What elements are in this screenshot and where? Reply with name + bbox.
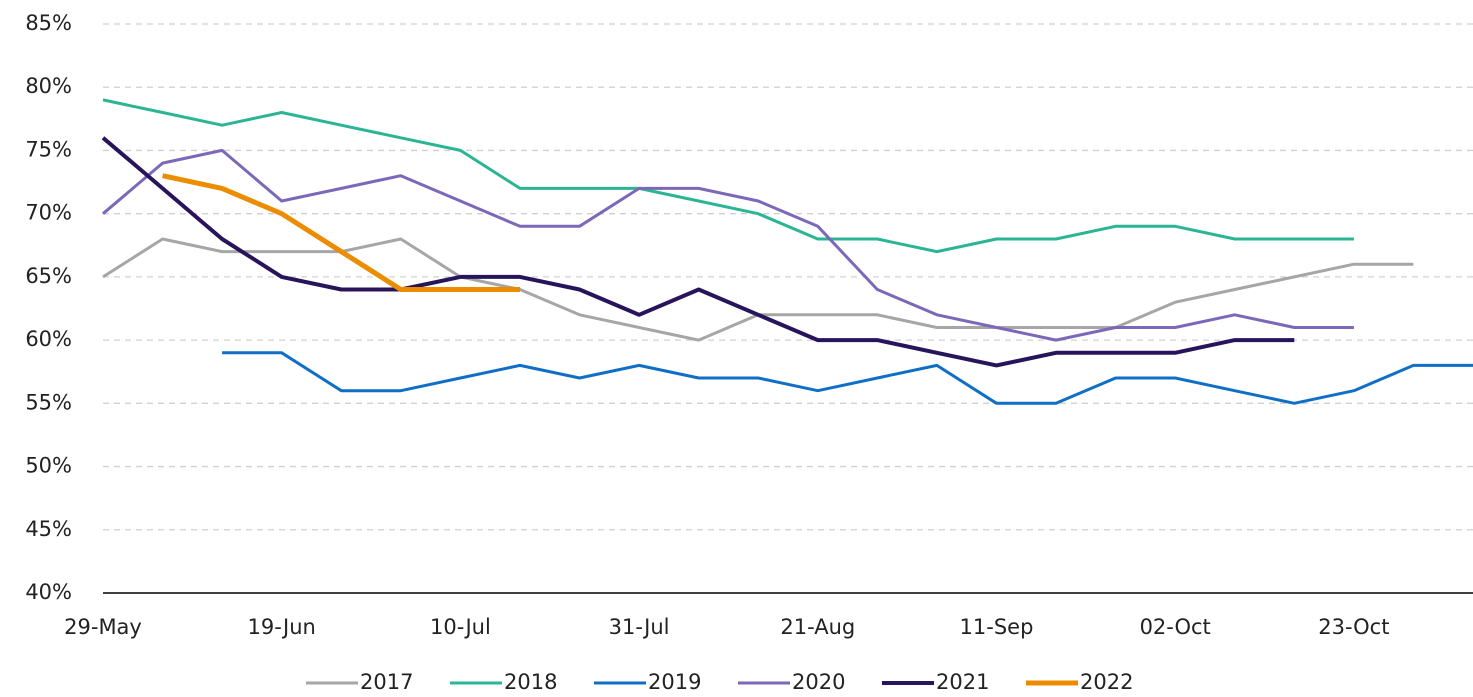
legend-label: 2017 <box>360 670 413 694</box>
y-tick-label: 85% <box>25 11 72 35</box>
y-tick-label: 40% <box>25 580 72 604</box>
legend-label: 2019 <box>648 670 701 694</box>
x-tick-label: 23-Oct <box>1318 615 1389 639</box>
y-tick-label: 65% <box>25 264 72 288</box>
x-tick-label: 10-Jul <box>430 615 491 639</box>
legend-label: 2022 <box>1080 670 1133 694</box>
legend-label: 2018 <box>504 670 557 694</box>
series-line <box>102 237 1414 342</box>
series-line <box>101 136 1295 368</box>
x-tick-label: 31-Jul <box>609 615 670 639</box>
x-tick-label: 29-May <box>64 615 142 639</box>
series-line <box>102 98 1354 254</box>
series-line <box>102 148 1354 342</box>
y-tick-label: 50% <box>25 454 72 478</box>
legend-label: 2020 <box>792 670 845 694</box>
x-tick-label: 11-Sep <box>960 615 1034 639</box>
series-line <box>222 351 1473 405</box>
x-tick-label: 02-Oct <box>1140 615 1211 639</box>
legend-label: 2021 <box>936 670 989 694</box>
series-line <box>162 173 520 292</box>
y-tick-label: 45% <box>25 517 72 541</box>
x-tick-label: 19-Jun <box>248 615 316 639</box>
x-tick-label: 21-Aug <box>780 615 855 639</box>
y-tick-label: 55% <box>25 390 72 414</box>
y-tick-label: 75% <box>25 137 72 161</box>
y-tick-label: 60% <box>25 327 72 351</box>
y-tick-label: 80% <box>25 74 72 98</box>
y-tick-label: 70% <box>25 201 72 225</box>
